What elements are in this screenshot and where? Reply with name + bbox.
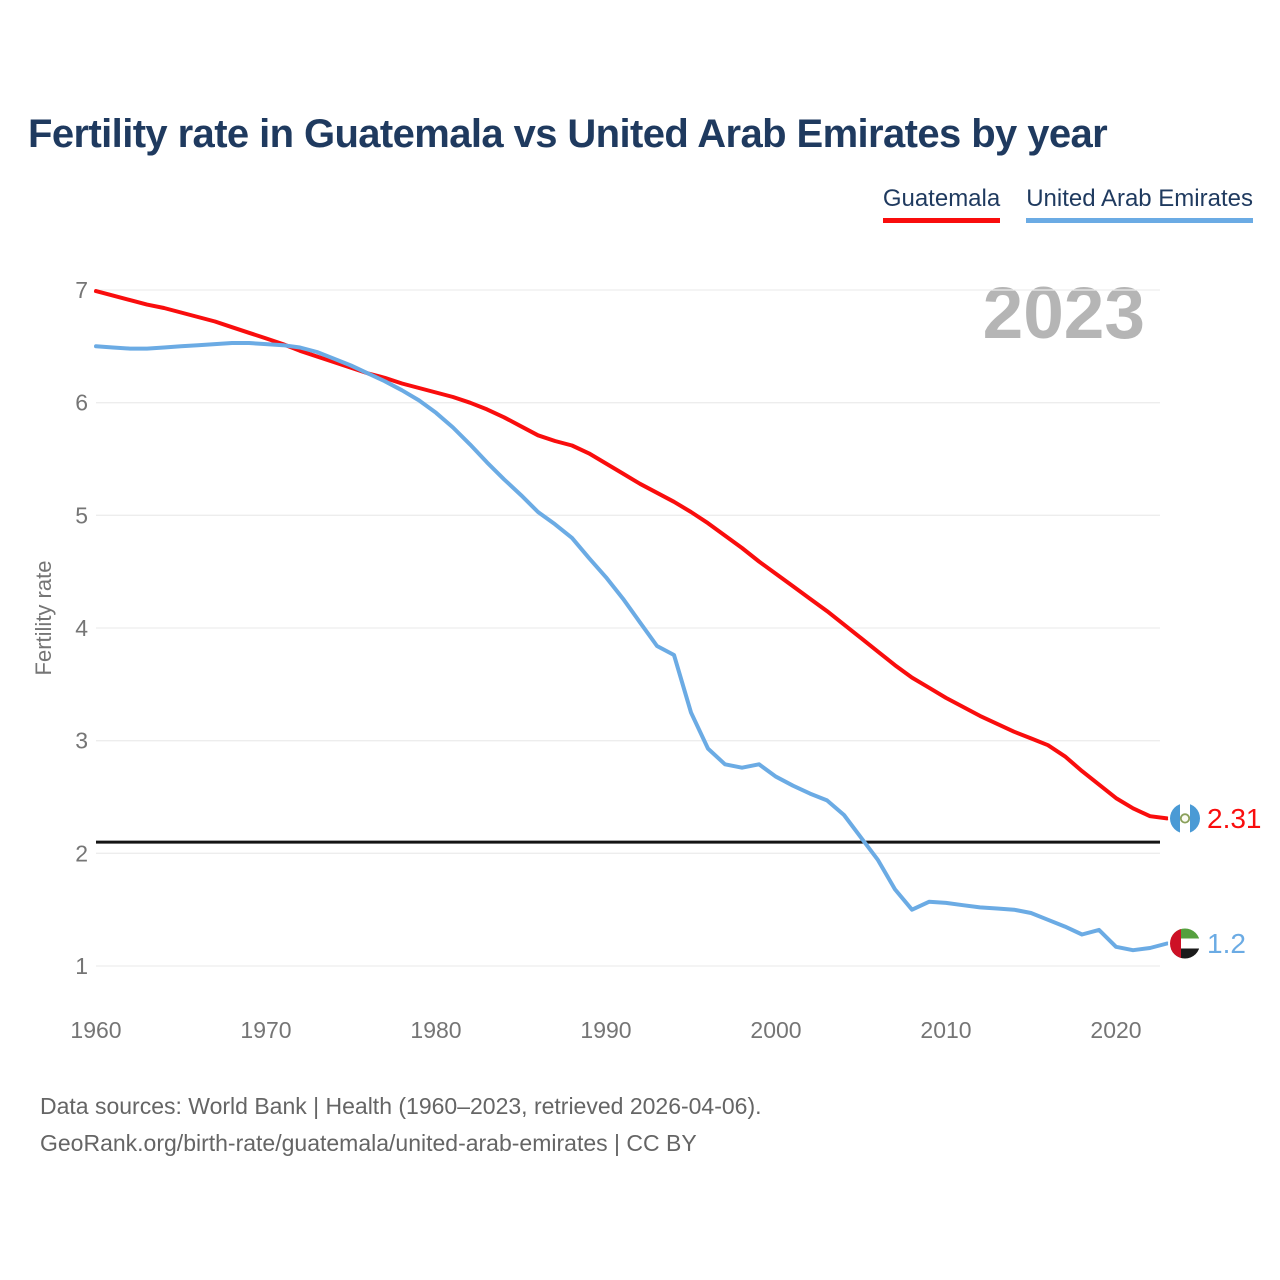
guatemala-flag-icon <box>1168 801 1202 836</box>
uae-flag-icon <box>1168 926 1202 961</box>
watermark-year: 2023 <box>983 273 1145 354</box>
footer: Data sources: World Bank | Health (1960–… <box>40 1088 762 1162</box>
y-tick-label: 4 <box>75 615 88 641</box>
series-line-uae <box>94 341 1169 953</box>
end-label-guatemala: 2.31 <box>1207 803 1262 834</box>
y-tick-label: 2 <box>75 840 88 866</box>
x-tick-label: 2000 <box>750 1017 801 1043</box>
x-tick-label: 2020 <box>1090 1017 1141 1043</box>
y-tick-label: 5 <box>75 502 88 528</box>
y-tick-label: 3 <box>75 728 88 754</box>
x-tick-label: 1980 <box>410 1017 461 1043</box>
legend-item-united-arab-emirates[interactable]: United Arab Emirates <box>1026 186 1253 224</box>
page-title: Fertility rate in Guatemala vs United Ar… <box>28 112 1108 156</box>
legend-item-guatemala[interactable]: Guatemala <box>882 186 1001 224</box>
x-tick-label: 1990 <box>580 1017 631 1043</box>
x-tick-label: 1970 <box>240 1017 291 1043</box>
y-tick-label: 6 <box>75 390 88 416</box>
x-tick-label: 1960 <box>70 1017 121 1043</box>
y-tick-label: 1 <box>75 953 88 979</box>
y-tick-label: 7 <box>75 277 88 303</box>
series-line-guatemala <box>94 289 1169 821</box>
data-sources-line: Data sources: World Bank | Health (1960–… <box>40 1093 762 1119</box>
attribution-line: GeoRank.org/birth-rate/guatemala/united-… <box>40 1130 697 1156</box>
x-tick-label: 2010 <box>920 1017 971 1043</box>
end-label-uae: 1.2 <box>1207 928 1246 959</box>
fertility-line-chart: 2023 1 2 3 4 5 6 7 1960 1970 1980 1990 2000 2010 2020 2… <box>70 273 1262 1043</box>
legend: Guatemala United Arab Emirates <box>882 186 1253 224</box>
